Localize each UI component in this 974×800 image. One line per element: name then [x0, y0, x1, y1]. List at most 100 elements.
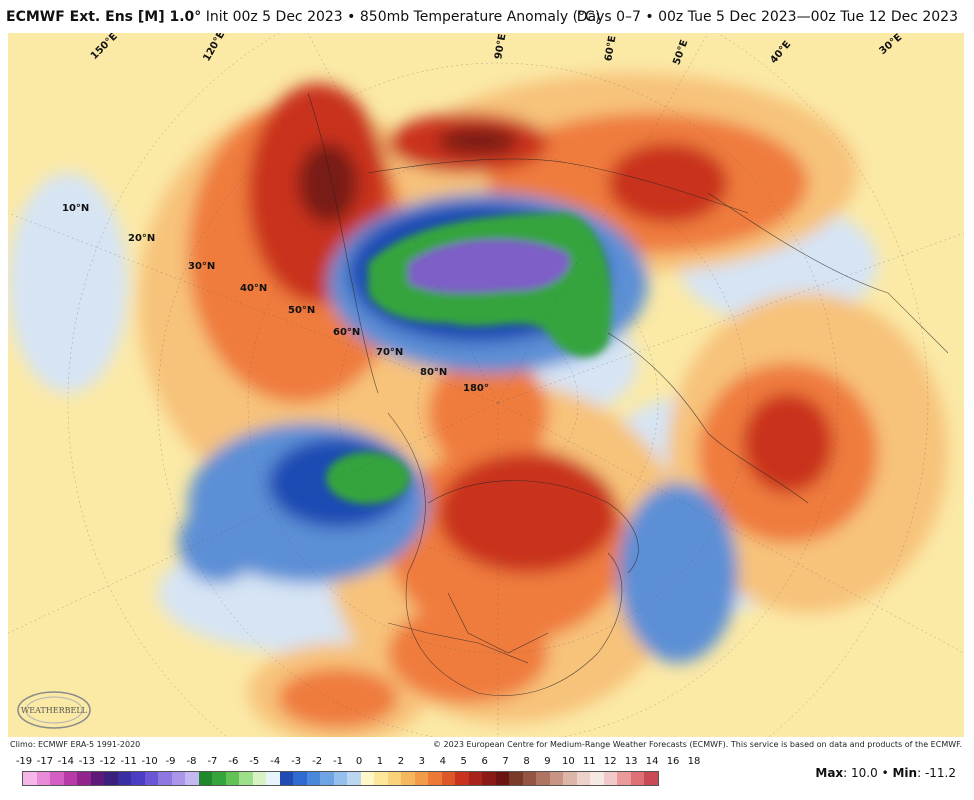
legend-swatch — [428, 772, 442, 785]
legend-swatch — [333, 772, 347, 785]
lat-label-10: 10°N — [62, 203, 90, 214]
legend-label: 7 — [502, 756, 509, 767]
header: ECMWF Ext. Ens [M] 1.0° Init 00z 5 Dec 2… — [0, 0, 974, 32]
lat-label-70: 70°N — [376, 347, 404, 358]
legend-swatch — [90, 772, 104, 785]
legend-swatch — [563, 772, 577, 785]
legend-swatch — [252, 772, 266, 785]
legend-swatches — [22, 771, 659, 786]
legend-swatch — [144, 772, 158, 785]
legend-label: -9 — [165, 756, 176, 767]
legend-swatch — [104, 772, 118, 785]
logo-text: WEATHERBELL — [21, 706, 88, 715]
legend-swatch — [131, 772, 145, 785]
legend-swatch — [279, 772, 293, 785]
legend-swatch — [239, 772, 253, 785]
degree-sign: ° — [194, 9, 202, 25]
legend-swatch — [77, 772, 91, 785]
legend-label: 13 — [624, 756, 638, 767]
legend-swatch — [374, 772, 388, 785]
legend-swatch — [387, 772, 401, 785]
init-time: Init 00z 5 Dec 2023 — [205, 9, 343, 25]
map-canvas — [8, 33, 964, 737]
weatherbell-logo: WEATHERBELL — [14, 686, 96, 732]
legend-swatch — [50, 772, 64, 785]
legend-swatch — [441, 772, 455, 785]
anomaly-core — [326, 213, 612, 504]
legend-label: 12 — [603, 756, 617, 767]
legend-swatch — [630, 772, 644, 785]
title-separator: • — [347, 9, 356, 25]
legend-label: -11 — [120, 756, 137, 767]
legend-swatch — [644, 772, 658, 785]
legend-label: 5 — [460, 756, 467, 767]
legend-label: 18 — [687, 756, 701, 767]
legend-swatch — [158, 772, 172, 785]
legend-swatch — [603, 772, 617, 785]
logo-mark: WEATHERBELL — [17, 691, 91, 729]
graticule — [8, 33, 964, 737]
legend-label: -13 — [78, 756, 95, 767]
legend-swatch — [36, 772, 50, 785]
legend-swatch — [117, 772, 131, 785]
legend-swatch — [414, 772, 428, 785]
legend-label: -8 — [186, 756, 197, 767]
legend-swatch — [63, 772, 77, 785]
legend-label: -2 — [312, 756, 323, 767]
field-name: 850mb Temperature Anomaly (°C) — [359, 9, 601, 25]
min-label: Min — [892, 766, 918, 780]
lat-label-20: 20°N — [128, 233, 156, 244]
legend-label: -5 — [249, 756, 260, 767]
max-value: 10.0 — [851, 766, 878, 780]
min-value: -11.2 — [924, 766, 956, 780]
valid-period: Days 0–7 • 00z Tue 5 Dec 2023—00z Tue 12… — [576, 9, 958, 25]
legend-label: 2 — [397, 756, 405, 767]
legend-swatch — [23, 772, 37, 785]
legend-label: 4 — [439, 756, 446, 767]
legend-swatch — [198, 772, 212, 785]
legend-labels: -19 -17 -14 -13 -12 -11 -10 -9 -8 -7 -6 -5 -4 -3 -2 -1 0… — [16, 756, 701, 770]
legend-label: 8 — [523, 756, 530, 767]
legend-swatch — [455, 772, 469, 785]
legend-label: 9 — [544, 756, 551, 767]
legend-swatch — [509, 772, 523, 785]
legend-label: 1 — [376, 756, 384, 767]
legend-swatch — [171, 772, 185, 785]
legend-swatch — [617, 772, 631, 785]
lat-label-50: 50°N — [288, 305, 316, 316]
legend-swatch — [482, 772, 496, 785]
model-name: ECMWF Ext. Ens [M] 1.0 — [6, 9, 195, 25]
legend-label: 10 — [562, 756, 575, 767]
legend-label: -1 — [333, 756, 344, 767]
legend-label: 11 — [582, 756, 596, 767]
legend-swatch — [401, 772, 415, 785]
legend-swatch — [320, 772, 334, 785]
legend-swatch — [360, 772, 374, 785]
legend-swatch — [225, 772, 239, 785]
copyright-note: © 2023 European Centre for Medium-Range … — [433, 740, 962, 749]
legend-label: -4 — [270, 756, 281, 767]
legend-swatch — [536, 772, 550, 785]
legend-label: 0 — [355, 756, 363, 767]
legend-label: -12 — [99, 756, 116, 767]
footer: Climo: ECMWF ERA-5 1991-2020 © 2023 Euro… — [8, 738, 964, 750]
legend-swatch — [590, 772, 604, 785]
legend-swatch — [347, 772, 361, 785]
legend-swatch — [185, 772, 199, 785]
legend-swatch — [293, 772, 307, 785]
legend-swatch — [576, 772, 590, 785]
legend-label: -19 — [15, 756, 33, 767]
legend-swatch — [522, 772, 536, 785]
legend-swatch — [266, 772, 280, 785]
legend-swatch — [495, 772, 509, 785]
legend-swatch — [468, 772, 482, 785]
lat-label-30: 30°N — [188, 261, 216, 272]
lat-label-60: 60°N — [333, 327, 361, 338]
lat-label-80: 80°N — [420, 367, 448, 378]
legend-label: -3 — [291, 756, 302, 767]
legend-label: -10 — [141, 756, 158, 767]
lat-label-40: 40°N — [240, 283, 268, 294]
coastlines — [307, 92, 949, 696]
legend-swatch — [306, 772, 320, 785]
color-legend: -19 -17 -14 -13 -12 -11 -10 -9 -8 -7 -6 -5 -4 -3 -2 -1 0… — [16, 756, 701, 786]
